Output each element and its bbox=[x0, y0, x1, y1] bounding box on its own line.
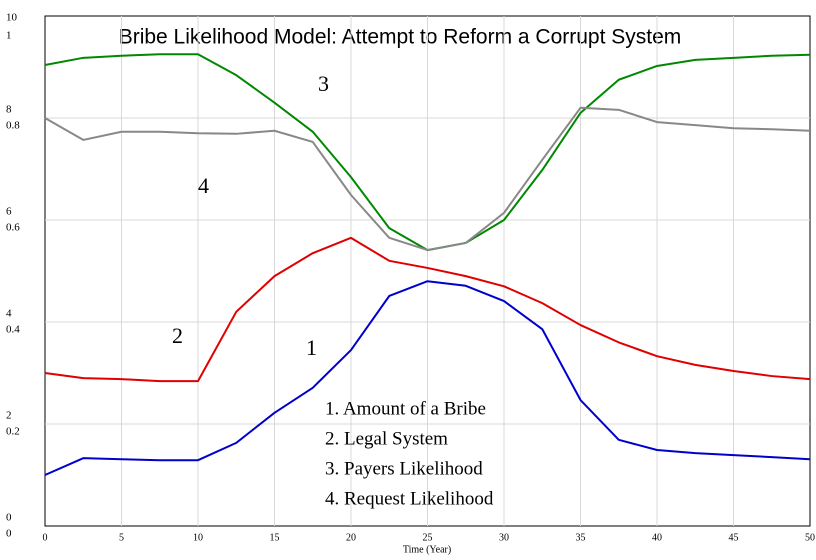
x-tick-label: 20 bbox=[346, 532, 356, 543]
y-tick-label: 0.8 bbox=[6, 120, 20, 132]
y-tick-label: 0.2 bbox=[6, 426, 20, 438]
chart-title: Bribe Likelihood Model: Attempt to Refor… bbox=[119, 26, 682, 49]
series-line bbox=[44, 106, 811, 252]
y2-tick-label: 10 bbox=[6, 12, 18, 24]
series-label: 4 bbox=[198, 173, 209, 198]
x-tick-label: 0 bbox=[43, 532, 48, 543]
x-axis-label: Time (Year) bbox=[403, 544, 451, 555]
y-tick-label: 0 bbox=[6, 528, 12, 540]
y2-tick-label: 2 bbox=[6, 410, 12, 422]
legend-entry: 1. Amount of a Bribe bbox=[325, 398, 486, 419]
series-line bbox=[44, 280, 811, 476]
x-tick-label: 5 bbox=[119, 532, 124, 543]
x-tick-label: 10 bbox=[193, 532, 203, 543]
series-label: 3 bbox=[318, 71, 329, 96]
x-tick-label: 40 bbox=[652, 532, 662, 543]
y2-tick-label: 4 bbox=[6, 308, 12, 320]
y-tick-label: 1 bbox=[6, 30, 12, 42]
x-tick-label: 15 bbox=[270, 532, 280, 543]
legend-entry: 3. Payers Likelihood bbox=[325, 458, 483, 479]
y2-tick-label: 0 bbox=[6, 512, 12, 524]
x-tick-label: 50 bbox=[805, 532, 815, 543]
x-tick-label: 25 bbox=[423, 532, 433, 543]
x-tick-label: 30 bbox=[499, 532, 509, 543]
x-tick-label: 45 bbox=[729, 532, 739, 543]
x-tick-label: 35 bbox=[576, 532, 586, 543]
legend-entry: 2. Legal System bbox=[325, 428, 448, 449]
y2-tick-label: 6 bbox=[6, 206, 12, 218]
legend-entry: 4. Request Likelihood bbox=[325, 488, 494, 509]
series-label: 2 bbox=[172, 323, 183, 348]
y2-tick-label: 8 bbox=[6, 104, 12, 116]
y-tick-label: 0.6 bbox=[6, 222, 20, 234]
series-label: 1 bbox=[306, 335, 317, 360]
series-line bbox=[44, 236, 811, 383]
y-tick-label: 0.4 bbox=[6, 324, 20, 336]
